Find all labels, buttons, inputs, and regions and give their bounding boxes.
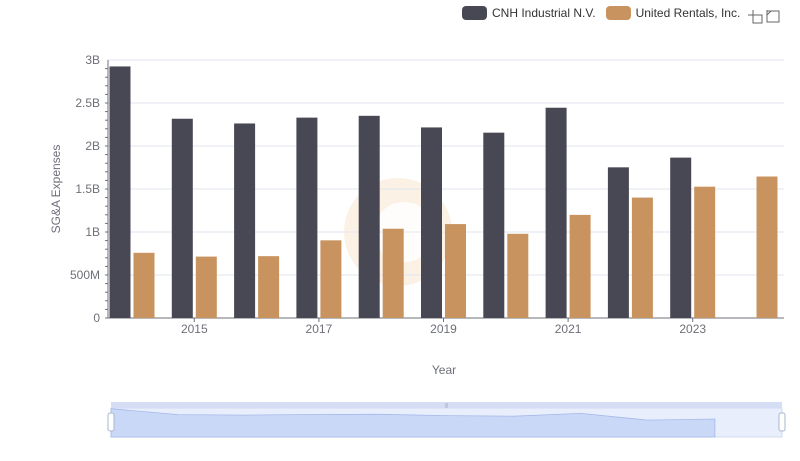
bar-cnh-2019[interactable] — [421, 127, 442, 318]
y-tick-label: 500M — [70, 268, 100, 282]
legend-label-united-rentals: United Rentals, Inc. — [635, 6, 741, 20]
x-tick-label: 2017 — [306, 322, 333, 336]
legend-item-united-rentals[interactable]: United Rentals, Inc. — [605, 6, 741, 20]
bar-cnh-2020[interactable] — [483, 132, 505, 318]
y-axis: 0 500M 1B 1.5B 2B 2.5B 3B — [70, 53, 109, 325]
bar-united-rentals-2023[interactable] — [694, 186, 716, 318]
datazoom-preview-area — [110, 408, 716, 438]
y-tick-label: 1B — [85, 225, 100, 239]
legend-swatch-cnh — [462, 6, 487, 20]
y-tick-label: 2B — [85, 139, 100, 153]
y-tick-label: 3B — [85, 53, 100, 67]
datazoom-handle-left[interactable] — [107, 412, 115, 432]
y-tick-label: 1.5B — [75, 182, 100, 196]
bar-cnh-2017[interactable] — [296, 117, 318, 319]
bar-united-rentals-2022[interactable] — [631, 197, 653, 318]
bar-united-rentals-2021[interactable] — [569, 214, 591, 318]
bar-united-rentals-2016[interactable] — [258, 256, 280, 318]
y-tick-label: 0 — [93, 311, 100, 325]
bar-united-rentals-2024[interactable] — [756, 176, 778, 318]
bar-cnh-2014[interactable] — [109, 66, 131, 318]
bar-cnh-2021[interactable] — [545, 107, 567, 318]
toolbox — [746, 6, 782, 24]
legend-label-cnh: CNH Industrial N.V. — [492, 6, 596, 20]
bar-united-rentals-2018[interactable] — [382, 228, 404, 318]
bar-united-rentals-2014[interactable] — [133, 252, 155, 318]
bars — [109, 66, 778, 319]
datazoom-handle-right[interactable] — [778, 412, 786, 432]
legend-item-cnh[interactable]: CNH Industrial N.V. — [462, 6, 596, 20]
legend: CNH Industrial N.V. United Rentals, Inc. — [462, 4, 750, 22]
x-axis-label: Year — [432, 363, 456, 377]
y-axis-label: SG&A Expenses — [49, 145, 63, 234]
x-tick-label: 2019 — [430, 322, 457, 336]
bar-united-rentals-2015[interactable] — [195, 256, 217, 318]
bar-united-rentals-2020[interactable] — [507, 233, 529, 318]
data-zoom-slider[interactable]: ||| — [107, 402, 786, 438]
bar-cnh-2022[interactable] — [607, 167, 629, 318]
bar-cnh-2015[interactable] — [171, 118, 193, 318]
x-tick-label: 2023 — [679, 322, 706, 336]
x-tick-label: 2015 — [181, 322, 208, 336]
bar-cnh-2018[interactable] — [358, 115, 380, 319]
legend-swatch-united-rentals — [605, 6, 631, 20]
bar-united-rentals-2017[interactable] — [320, 240, 342, 318]
x-axis: 2015 2017 2019 2021 2023 — [108, 317, 784, 336]
zoom-icon[interactable] — [746, 6, 764, 24]
bar-cnh-2023[interactable] — [670, 157, 692, 318]
datazoom-top-bar[interactable] — [111, 402, 782, 408]
x-tick-label: 2021 — [555, 322, 582, 336]
datazoom-grip: ||| — [445, 403, 449, 409]
zoom-reset-icon[interactable] — [764, 6, 782, 24]
bar-cnh-2016[interactable] — [234, 123, 256, 318]
y-tick-label: 2.5B — [75, 96, 100, 110]
bar-united-rentals-2019[interactable] — [445, 224, 466, 318]
